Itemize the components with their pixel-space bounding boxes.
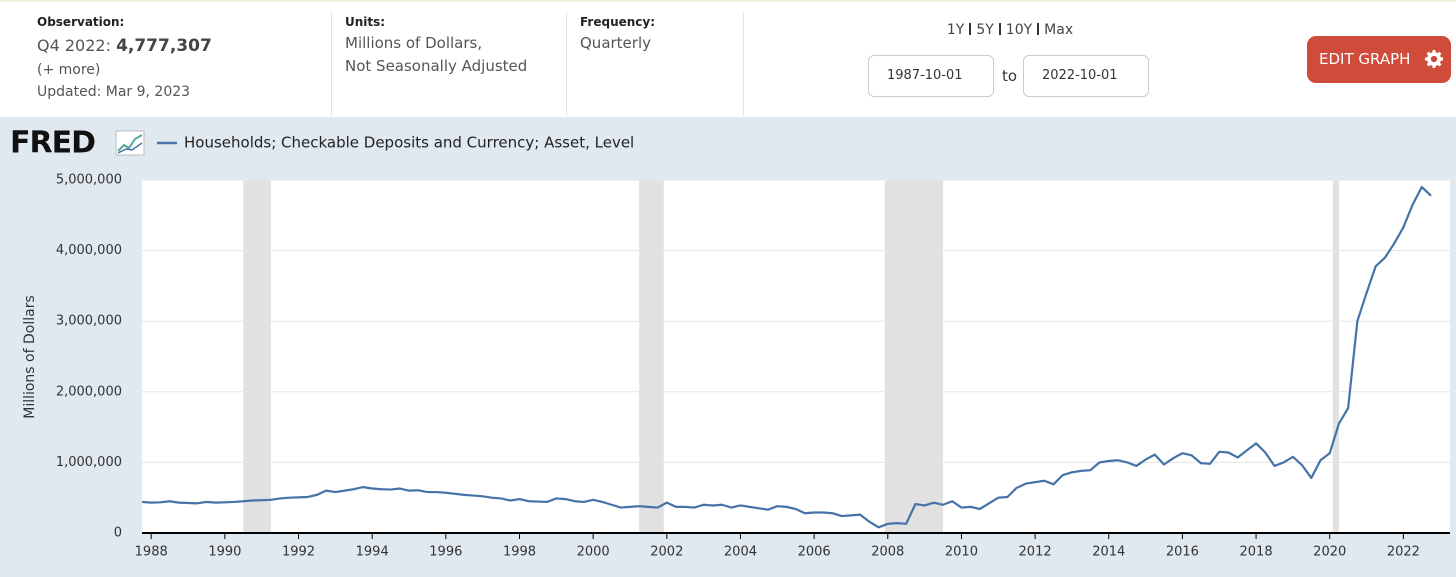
x-tick-label: 2002 xyxy=(650,545,683,560)
plot-area xyxy=(142,180,1450,533)
observation-value: 4,777,307 xyxy=(116,36,212,56)
x-tick-label: 1988 xyxy=(135,545,168,560)
fred-logo: FRED xyxy=(10,126,95,161)
button-label: EDIT GRAPH xyxy=(1319,50,1411,68)
divider xyxy=(1037,23,1040,35)
y-tick-label: 0 xyxy=(114,526,122,541)
observation-period: Q4 2022: xyxy=(37,36,111,55)
x-tick-label: 2006 xyxy=(798,545,831,560)
more-link[interactable]: (+ more) xyxy=(37,62,101,78)
x-tick-label: 2020 xyxy=(1313,545,1346,560)
legend-label: Households; Checkable Deposits and Curre… xyxy=(184,134,634,152)
x-tick-label: 2004 xyxy=(724,545,757,560)
y-tick-label: 3,000,000 xyxy=(56,314,122,329)
x-tick-label: 2022 xyxy=(1387,545,1420,560)
frequency-label: Frequency: xyxy=(580,15,656,29)
recession-band xyxy=(884,180,944,533)
x-tick-label: 2000 xyxy=(577,545,610,560)
x-tick-label: 1990 xyxy=(208,545,241,560)
x-tick-label: 2014 xyxy=(1092,545,1125,560)
recession-band xyxy=(243,180,271,533)
x-tick-label: 2016 xyxy=(1166,545,1199,560)
y-tick-label: 5,000,000 xyxy=(56,173,122,188)
y-tick-label: 2,000,000 xyxy=(56,384,122,399)
x-tick-label: 1996 xyxy=(429,545,462,560)
range-link[interactable]: Max xyxy=(1044,22,1074,38)
logo-icon xyxy=(115,130,145,156)
to-label: to xyxy=(1002,67,1018,85)
units-line: Millions of Dollars, xyxy=(345,34,483,52)
y-tick-label: 4,000,000 xyxy=(56,243,122,258)
separator xyxy=(331,12,332,116)
x-tick-label: 1998 xyxy=(503,545,536,560)
updated: Updated: Mar 9, 2023 xyxy=(37,84,191,100)
recession-band xyxy=(1332,180,1339,533)
frequency-value: Quarterly xyxy=(580,34,651,52)
x-tick-label: 1992 xyxy=(282,545,315,560)
range-link[interactable]: 5Y xyxy=(976,22,994,38)
x-tick-label: 2012 xyxy=(1019,545,1052,560)
chart: FRED Millions of Dollars 0 1,000,000 2,000… xyxy=(0,117,1456,577)
series-line xyxy=(141,185,1432,529)
divider xyxy=(969,23,972,35)
x-tick-label: 2018 xyxy=(1240,545,1273,560)
separator xyxy=(566,12,567,116)
date-from-input[interactable]: 1987-10-01 xyxy=(868,55,994,97)
divider xyxy=(998,23,1001,35)
y-tick-label: 1,000,000 xyxy=(56,455,122,470)
y-axis-title: Millions of Dollars xyxy=(22,295,38,419)
recession-band xyxy=(639,180,664,533)
x-tick-label: 1994 xyxy=(356,545,389,560)
observation: Q4 2022: 4,777,307 xyxy=(37,34,212,58)
range-link[interactable]: 10Y xyxy=(1005,22,1033,38)
gear-icon xyxy=(1425,50,1443,68)
edit-graph-button[interactable]: EDIT GRAPH xyxy=(1307,36,1451,83)
x-tick-label: 2008 xyxy=(871,545,904,560)
units-line: Not Seasonally Adjusted xyxy=(345,57,528,75)
date-to-input[interactable]: 2022-10-01 xyxy=(1023,55,1149,97)
observation-label: Observation: xyxy=(37,15,125,29)
separator xyxy=(743,12,744,116)
units-label: Units: xyxy=(345,15,386,29)
top-border xyxy=(0,0,1456,2)
range-link[interactable]: 1Y xyxy=(946,22,965,38)
x-tick-label: 2010 xyxy=(945,545,978,560)
range-links: 1Y 5Y 10Y Max xyxy=(900,22,1120,38)
